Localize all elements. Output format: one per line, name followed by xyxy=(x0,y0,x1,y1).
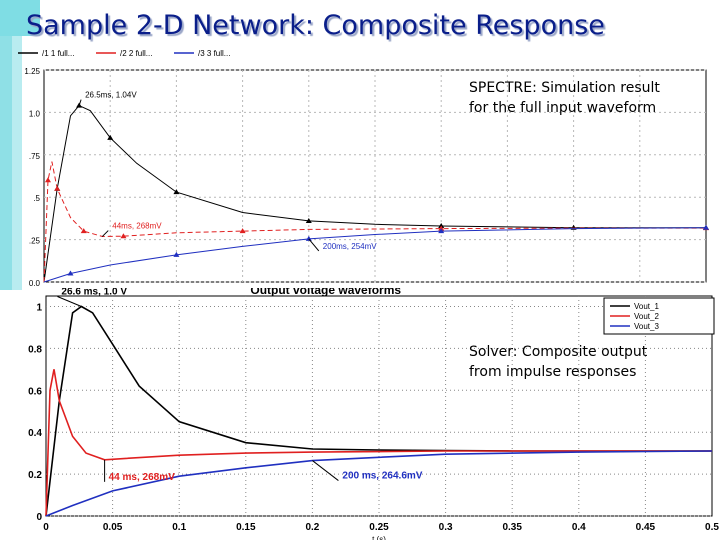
annotation-label: 200 ms, 264.6mV xyxy=(342,471,422,482)
series-marker xyxy=(239,228,246,234)
annotation-label: 44 ms, 268mV xyxy=(109,472,175,483)
series-marker xyxy=(44,177,51,183)
x-tick-label: 0.05 xyxy=(103,522,123,533)
legend-entry: Vout_2 xyxy=(634,312,659,321)
x-tick-label: 0.1 xyxy=(172,522,186,533)
chart-title: Output voltage waveforms xyxy=(250,288,401,297)
slide-title: Sample 2-D Network: Composite Response xyxy=(26,10,605,41)
series-line xyxy=(45,450,713,517)
spectre-chart: 0.0 .25 .5 .75 1.0 1.25 26.5ms, 1.04V 44ms, 268… xyxy=(18,49,709,288)
x-tick-label: 0.25 xyxy=(369,522,389,533)
y-tick-label: 0.0 xyxy=(29,279,41,288)
x-tick-label: 0.15 xyxy=(236,522,256,533)
annotation-pointer xyxy=(78,99,82,106)
y-tick-label: 0 xyxy=(36,512,42,523)
annotation-label: 26.6 ms, 1.0 V xyxy=(61,288,127,297)
series-marker xyxy=(438,223,445,229)
series-line xyxy=(45,369,712,517)
legend-entry: /1 1 full... xyxy=(42,49,74,58)
series-marker xyxy=(438,225,445,231)
y-tick-label: .5 xyxy=(33,194,40,203)
slide-corner-decoration xyxy=(0,0,40,290)
series-marker xyxy=(107,134,114,140)
y-tick-label: 0.6 xyxy=(28,386,42,397)
solver-chart: 0 0.2 0.4 0.6 0.8 1 0 0.05 0.1 0.15 0.2 0.25 0.3 0.35… xyxy=(28,288,719,540)
solver-note-line-1: Solver: Composite output xyxy=(469,344,648,360)
x-tick-label: 0.5 xyxy=(705,522,719,533)
solver-note: Solver: Composite output from impulse re… xyxy=(469,342,647,382)
x-tick-label: 0.4 xyxy=(572,522,586,533)
y-tick-label: 0.8 xyxy=(28,344,42,355)
series-marker xyxy=(703,224,709,230)
annotation-pointer xyxy=(312,460,339,481)
x-tick-label: 0.45 xyxy=(636,522,656,533)
y-tick-label: 0.2 xyxy=(28,470,42,481)
x-tick-label: 0 xyxy=(43,522,49,533)
annotation-pointer xyxy=(57,296,82,307)
series-line xyxy=(43,227,707,283)
y-tick-label: .75 xyxy=(29,152,41,161)
annotation-label: 200ms, 254mV xyxy=(323,242,377,251)
series-marker xyxy=(173,251,180,257)
y-tick-label: 1.0 xyxy=(29,109,41,118)
annotation-label: 44ms, 268mV xyxy=(112,222,162,231)
annotation-label: 26.5ms, 1.04V xyxy=(85,91,137,100)
series-line xyxy=(43,104,706,283)
series-marker xyxy=(305,217,312,223)
y-tick-label: 0.4 xyxy=(28,428,42,439)
x-tick-label: 0.3 xyxy=(439,522,453,533)
legend-entry: Vout_1 xyxy=(634,302,659,311)
y-tick-label: 1.25 xyxy=(24,67,40,76)
series-marker xyxy=(173,189,180,195)
legend-entry: /3 3 full... xyxy=(198,49,230,58)
series-marker xyxy=(80,228,87,234)
series-marker xyxy=(67,270,74,276)
spectre-note: SPECTRE: Simulation result for the full … xyxy=(469,78,660,118)
x-tick-label: 0.2 xyxy=(305,522,319,533)
spectre-note-line-2: for the full input waveform xyxy=(469,100,657,116)
y-tick-label: 1 xyxy=(36,302,42,313)
solver-note-line-2: from impulse responses xyxy=(469,364,637,380)
x-axis-label: t (s) xyxy=(372,535,386,540)
legend-entry: /2 2 full... xyxy=(120,49,152,58)
series-marker xyxy=(120,233,127,239)
annotation-pointer xyxy=(101,230,109,237)
series-marker xyxy=(305,235,312,241)
y-tick-label: .25 xyxy=(29,237,41,246)
legend-entry: Vout_3 xyxy=(634,322,659,331)
spectre-note-line-1: SPECTRE: Simulation result xyxy=(469,80,660,96)
series-marker xyxy=(438,228,445,234)
annotation-pointer xyxy=(308,238,320,252)
x-tick-label: 0.35 xyxy=(502,522,522,533)
series-marker xyxy=(54,185,61,191)
